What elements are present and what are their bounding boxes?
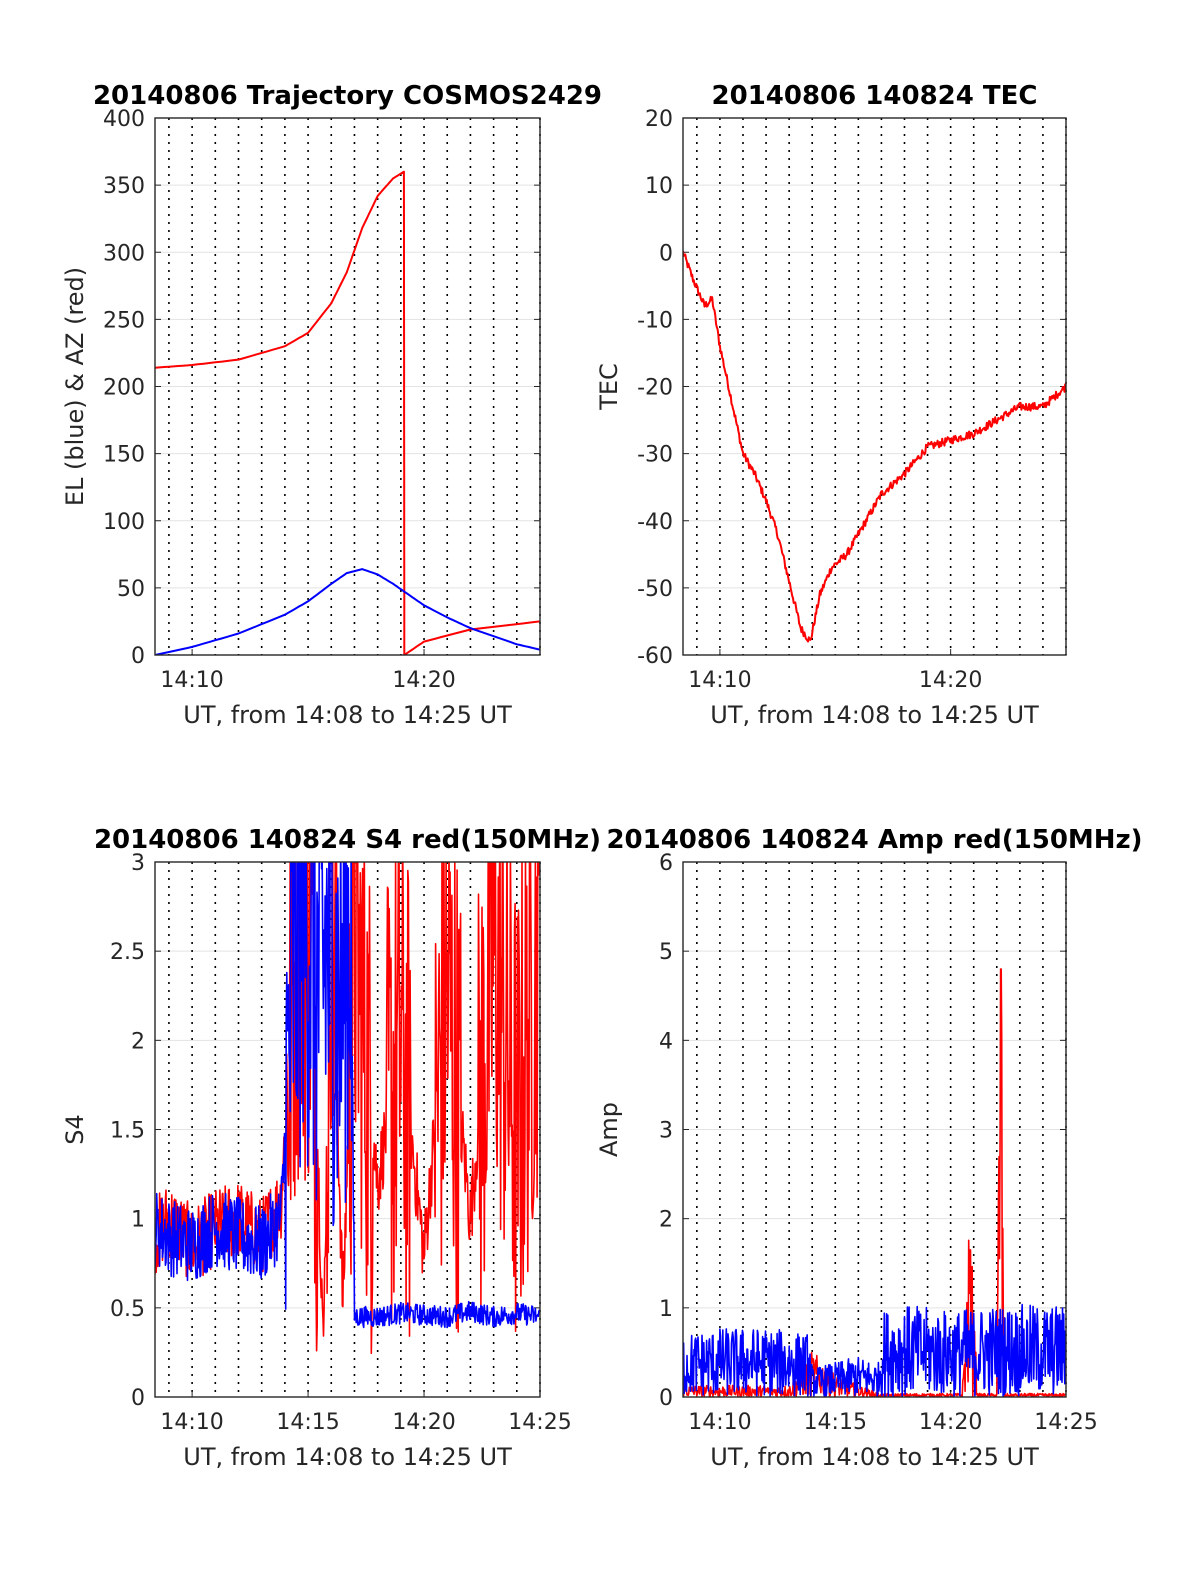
y-tick-label: -60	[637, 644, 673, 669]
x-tick-label: 14:10	[160, 668, 223, 693]
x-tick-label: 14:25	[1034, 1410, 1097, 1435]
y-axis-label: Amp	[595, 1102, 623, 1157]
plot-area	[155, 170, 540, 655]
chart-panel-3: 0 0.5 1 1.5 2 2.5 3 14:10 14:15 14:20 14:25 2014080…	[61, 825, 601, 1471]
x-tick-label: 14:20	[919, 668, 982, 693]
series-line-red	[155, 170, 540, 655]
y-tick-label: 0	[659, 1386, 673, 1411]
axes-box	[682, 861, 1067, 1398]
chart-panel-4: 0 1 2 3 4 5 6 14:10 14:15 14:20 14:25 20140806 1408…	[595, 825, 1143, 1471]
y-tick-label: 200	[103, 376, 145, 401]
x-axis-label: UT, from 14:08 to 14:25 UT	[710, 1443, 1039, 1471]
y-tick-label: 5	[659, 940, 673, 965]
y-tick-label: 0	[131, 644, 145, 669]
y-tick-label: 0.5	[110, 1297, 145, 1322]
y-tick-label: 0	[659, 241, 673, 266]
y-tick-label: 350	[103, 174, 145, 199]
y-tick-label: 0	[131, 1386, 145, 1411]
y-tick-label: 150	[103, 443, 145, 468]
series-line-blue	[155, 862, 540, 1329]
y-axis-label: S4	[61, 1114, 89, 1145]
y-tick-label: 1.5	[110, 1119, 145, 1144]
y-tick-label: 50	[117, 577, 145, 602]
y-tick-label: -20	[637, 376, 673, 401]
x-axis-label: UT, from 14:08 to 14:25 UT	[183, 701, 512, 729]
chart-panel-2: -60 -50 -40 -30 -20 -10 0 10 20 14:10 14:20 2014080…	[595, 81, 1067, 729]
x-tick-label: 14:15	[276, 1410, 339, 1435]
y-tick-label: -10	[637, 308, 673, 333]
plot-area	[683, 250, 1066, 643]
x-tick-label: 14:10	[688, 1410, 751, 1435]
x-tick-label: 14:25	[508, 1410, 571, 1435]
y-tick-label: 2	[131, 1029, 145, 1054]
series-line-blue	[683, 1303, 1066, 1397]
series-line-red	[155, 862, 540, 1355]
x-tick-label: 14:10	[688, 668, 751, 693]
y-tick-label: 3	[131, 851, 145, 876]
chart-title: 20140806 140824 TEC	[712, 81, 1038, 111]
y-tick-label: 20	[645, 107, 673, 132]
x-tick-label: 14:10	[160, 1410, 223, 1435]
x-tick-label: 14:15	[804, 1410, 867, 1435]
y-tick-label: 250	[103, 308, 145, 333]
y-tick-label: 2.5	[110, 940, 145, 965]
y-axis-label: TEC	[595, 363, 623, 411]
y-tick-label: 300	[103, 241, 145, 266]
axes-box	[154, 861, 541, 1398]
x-axis-label: UT, from 14:08 to 14:25 UT	[183, 1443, 512, 1471]
y-tick-label: 6	[659, 851, 673, 876]
y-tick-label: 100	[103, 510, 145, 535]
y-tick-label: 1	[131, 1208, 145, 1233]
x-axis-label: UT, from 14:08 to 14:25 UT	[710, 701, 1039, 729]
axes-box	[154, 117, 541, 656]
y-axis-label: EL (blue) & AZ (red)	[61, 267, 89, 506]
x-tick-label: 14:20	[919, 1410, 982, 1435]
series-line-red	[683, 250, 1066, 643]
y-tick-label: 2	[659, 1208, 673, 1233]
chart-panel-1: 0 50 100 150 200 250 300 350 400 14:10 14:20 201408…	[61, 81, 602, 729]
chart-title: 20140806 140824 Amp red(150MHz)	[606, 825, 1142, 855]
y-tick-label: 1	[659, 1297, 673, 1322]
y-tick-label: 3	[659, 1119, 673, 1144]
y-tick-label: -50	[637, 577, 673, 602]
plot-area	[683, 968, 1066, 1397]
x-tick-label: 14:20	[392, 1410, 455, 1435]
y-tick-label: -40	[637, 510, 673, 535]
y-tick-label: 4	[659, 1029, 673, 1054]
y-tick-label: -30	[637, 443, 673, 468]
chart-title: 20140806 Trajectory COSMOS2429	[93, 81, 602, 111]
chart-title: 20140806 140824 S4 red(150MHz)	[94, 825, 601, 855]
plot-area	[155, 862, 540, 1355]
series-line-blue	[155, 568, 540, 655]
axes-box	[682, 117, 1067, 656]
x-tick-label: 14:20	[392, 668, 455, 693]
y-tick-label: 10	[645, 174, 673, 199]
y-tick-label: 400	[103, 107, 145, 132]
